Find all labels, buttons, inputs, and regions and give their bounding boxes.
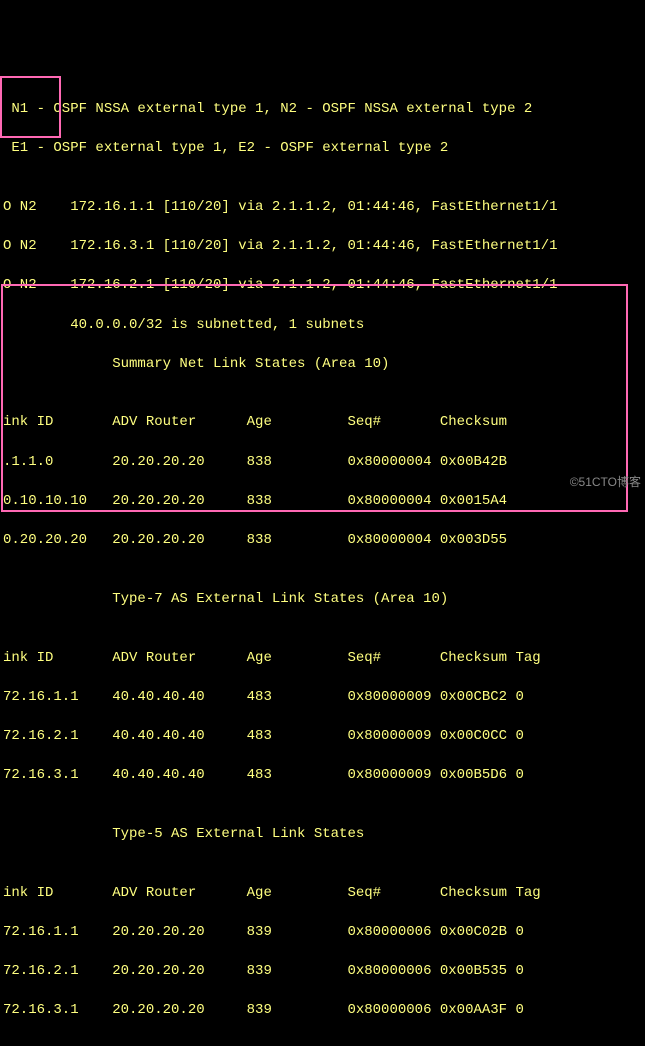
table-row: 72.16.2.1 20.20.20.20 839 0x80000006 0x0…: [3, 962, 642, 982]
route-line: O N2 172.16.2.1 [110/20] via 2.1.1.2, 01…: [3, 276, 642, 296]
table-header: ink ID ADV Router Age Seq# Checksum Tag: [3, 649, 642, 669]
route-line: O N2 172.16.3.1 [110/20] via 2.1.1.2, 01…: [3, 237, 642, 257]
table-row: 72.16.3.1 20.20.20.20 839 0x80000006 0x0…: [3, 1001, 642, 1021]
table-row: 0.20.20.20 20.20.20.20 838 0x80000004 0x…: [3, 531, 642, 551]
table-header: ink ID ADV Router Age Seq# Checksum: [3, 413, 642, 433]
subnet-line: 40.0.0.0/32 is subnetted, 1 subnets: [3, 316, 642, 336]
legend-line-2: E1 - OSPF external type 1, E2 - OSPF ext…: [3, 139, 642, 159]
table-row: 0.10.10.10 20.20.20.20 838 0x80000004 0x…: [3, 492, 642, 512]
watermark-text: ©51CTO博客: [570, 474, 641, 491]
legend-line-1: N1 - OSPF NSSA external type 1, N2 - OSP…: [3, 100, 642, 120]
table-row: .1.1.0 20.20.20.20 838 0x80000004 0x00B4…: [3, 453, 642, 473]
route-line: O N2 172.16.1.1 [110/20] via 2.1.1.2, 01…: [3, 198, 642, 218]
type7-title: Type-7 AS External Link States (Area 10): [3, 590, 642, 610]
table-row: 72.16.3.1 40.40.40.40 483 0x80000009 0x0…: [3, 766, 642, 786]
table-row: 72.16.1.1 40.40.40.40 483 0x80000009 0x0…: [3, 688, 642, 708]
type5-title: Type-5 AS External Link States: [3, 825, 642, 845]
table-row: 72.16.2.1 40.40.40.40 483 0x80000009 0x0…: [3, 727, 642, 747]
table-row: 72.16.1.1 20.20.20.20 839 0x80000006 0x0…: [3, 923, 642, 943]
terminal-output: N1 - OSPF NSSA external type 1, N2 - OSP…: [0, 78, 645, 1042]
summary-title: Summary Net Link States (Area 10): [3, 355, 642, 375]
table-header: ink ID ADV Router Age Seq# Checksum Tag: [3, 884, 642, 904]
